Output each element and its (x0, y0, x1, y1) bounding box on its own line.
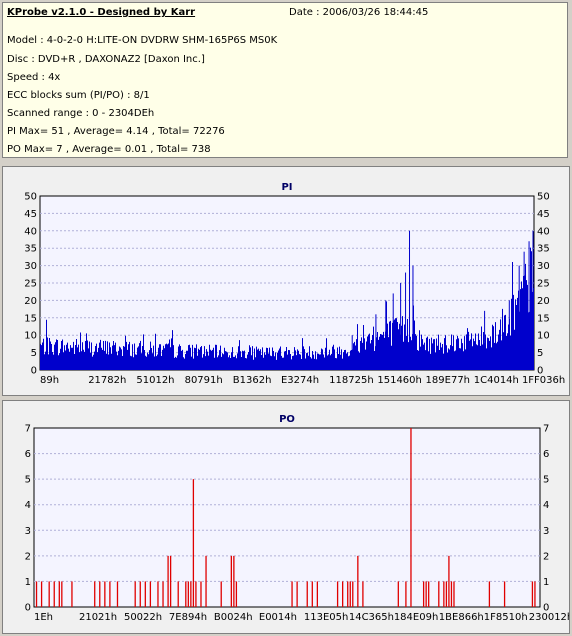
po-chart-title: PO (279, 414, 295, 425)
pi-ytick-label-left: 15 (24, 313, 37, 324)
po-xtick-label: E0014h (259, 612, 297, 623)
pi-chart-panel: PI 0 0 5 5 10 10 15 15 20 20 25 25 30 30 35 35 40 40 45 45 50… (2, 166, 570, 396)
po-ytick-label-right: 3 (543, 526, 549, 537)
po-xtick-label: B0024h (214, 612, 253, 623)
po-ytick-label-right: 1 (543, 577, 549, 588)
pi-xtick-label: 89h (40, 375, 59, 386)
pi-plot-area (39, 195, 535, 371)
pi-ytick-label-left: 50 (24, 192, 37, 203)
po-ytick-label-right: 5 (543, 475, 549, 486)
po-ytick-label-left: 3 (25, 526, 31, 537)
info-panel: KProbe v2.1.0 - Designed by Karr Date : … (2, 2, 568, 158)
pi-xtick-label: 151460h (377, 375, 422, 386)
pi-ytick-label-right: 15 (537, 313, 550, 324)
pi-ytick-label-right: 10 (537, 331, 550, 342)
pi-ytick-label-left: 20 (24, 296, 37, 307)
pi-stats: PI Max= 51 , Average= 4.14 , Total= 7227… (7, 126, 225, 137)
pi-ytick-label-right: 40 (537, 226, 550, 237)
po-xtick-label: 21021h (79, 612, 117, 623)
po-xtick-label: 113E05h (304, 612, 348, 623)
pi-xtick-label: B1362h (233, 375, 272, 386)
po-xtick-label: 230012h (529, 612, 569, 623)
po-xtick-label: 184E09h (394, 612, 438, 623)
po-chart: PO 0 0 1 1 2 2 3 3 4 4 5 5 6 6 7 7 1Eh 21021h 50022h 7E894h B… (25, 414, 569, 623)
drive-model: Model : 4-0-2-0 H:LITE-ON DVDRW SHM-165P… (7, 35, 278, 46)
po-ytick-label-left: 2 (25, 551, 31, 562)
pi-ytick-label-right: 5 (537, 348, 543, 359)
pi-ytick-label-right: 30 (537, 261, 550, 272)
po-xtick-label: 14C365h (349, 612, 394, 623)
po-plot-area (33, 427, 541, 608)
pi-chart-title: PI (281, 182, 292, 193)
po-ytick-label-left: 6 (25, 449, 31, 460)
po-ytick-label-right: 6 (543, 449, 549, 460)
pi-ytick-label-right: 50 (537, 192, 550, 203)
scan-range: Scanned range : 0 - 2304DEh (7, 108, 155, 119)
po-xtick-label: 1F8510h (484, 612, 528, 623)
po-ytick-label-right: 2 (543, 551, 549, 562)
po-stats: PO Max= 7 , Average= 0.01 , Total= 738 (7, 144, 211, 155)
app-title: KProbe v2.1.0 - Designed by Karr (7, 7, 196, 18)
pi-ytick-label-right: 45 (537, 209, 550, 220)
pi-ytick-label-left: 35 (24, 244, 37, 255)
pi-ytick-label-right: 20 (537, 296, 550, 307)
po-series (35, 428, 536, 607)
pi-xtick-label: 21782h (88, 375, 126, 386)
pi-ytick-label-left: 40 (24, 226, 37, 237)
pi-ytick-label-left: 5 (31, 348, 37, 359)
pi-ytick-label-left: 45 (24, 209, 37, 220)
po-xtick-label: 1BE866h (439, 612, 484, 623)
po-ytick-label-right: 4 (543, 500, 549, 511)
po-ytick-label-left: 7 (25, 424, 31, 435)
po-ytick-label-left: 1 (25, 577, 31, 588)
pi-series (40, 230, 534, 370)
po-xtick-label: 50022h (124, 612, 162, 623)
disc-info: Disc : DVD+R , DAXONAZ2 [Daxon Inc.] (7, 54, 205, 65)
pi-xtick-label: 189E77h (426, 375, 470, 386)
pi-ytick-label-right: 25 (537, 279, 550, 290)
ecc-info: ECC blocks sum (PI/PO) : 8/1 (7, 90, 150, 101)
po-ytick-label-right: 0 (543, 603, 549, 614)
pi-ytick-label-right: 0 (537, 366, 543, 377)
speed-info: Speed : 4x (7, 72, 61, 83)
pi-xtick-label: E3274h (281, 375, 319, 386)
po-ytick-label-left: 4 (25, 500, 31, 511)
pi-xtick-label: 80791h (185, 375, 223, 386)
po-ytick-label-right: 7 (543, 424, 549, 435)
pi-ytick-label-left: 0 (31, 366, 37, 377)
pi-xtick-label: 1C4014h (474, 375, 519, 386)
pi-ytick-label-left: 10 (24, 331, 37, 342)
po-chart-panel: PO 0 0 1 1 2 2 3 3 4 4 5 5 6 6 7 7 1Eh 21021h 50022h 7E894h B… (2, 400, 570, 634)
po-ytick-label-left: 5 (25, 475, 31, 486)
pi-ytick-label-left: 25 (24, 279, 37, 290)
pi-xtick-label: 118725h (329, 375, 374, 386)
pi-chart: PI 0 0 5 5 10 10 15 15 20 20 25 25 30 30 35 35 40 40 45 45 50… (24, 182, 565, 386)
po-xtick-label: 7E894h (169, 612, 207, 623)
pi-ytick-label-right: 35 (537, 244, 550, 255)
scan-date: Date : 2006/03/26 18:44:45 (289, 7, 429, 18)
pi-xtick-label: 1FF036h (522, 375, 565, 386)
pi-ytick-label-left: 30 (24, 261, 37, 272)
po-ytick-label-left: 0 (25, 603, 31, 614)
pi-xtick-label: 51012h (136, 375, 174, 386)
po-xtick-label: 1Eh (34, 612, 53, 623)
